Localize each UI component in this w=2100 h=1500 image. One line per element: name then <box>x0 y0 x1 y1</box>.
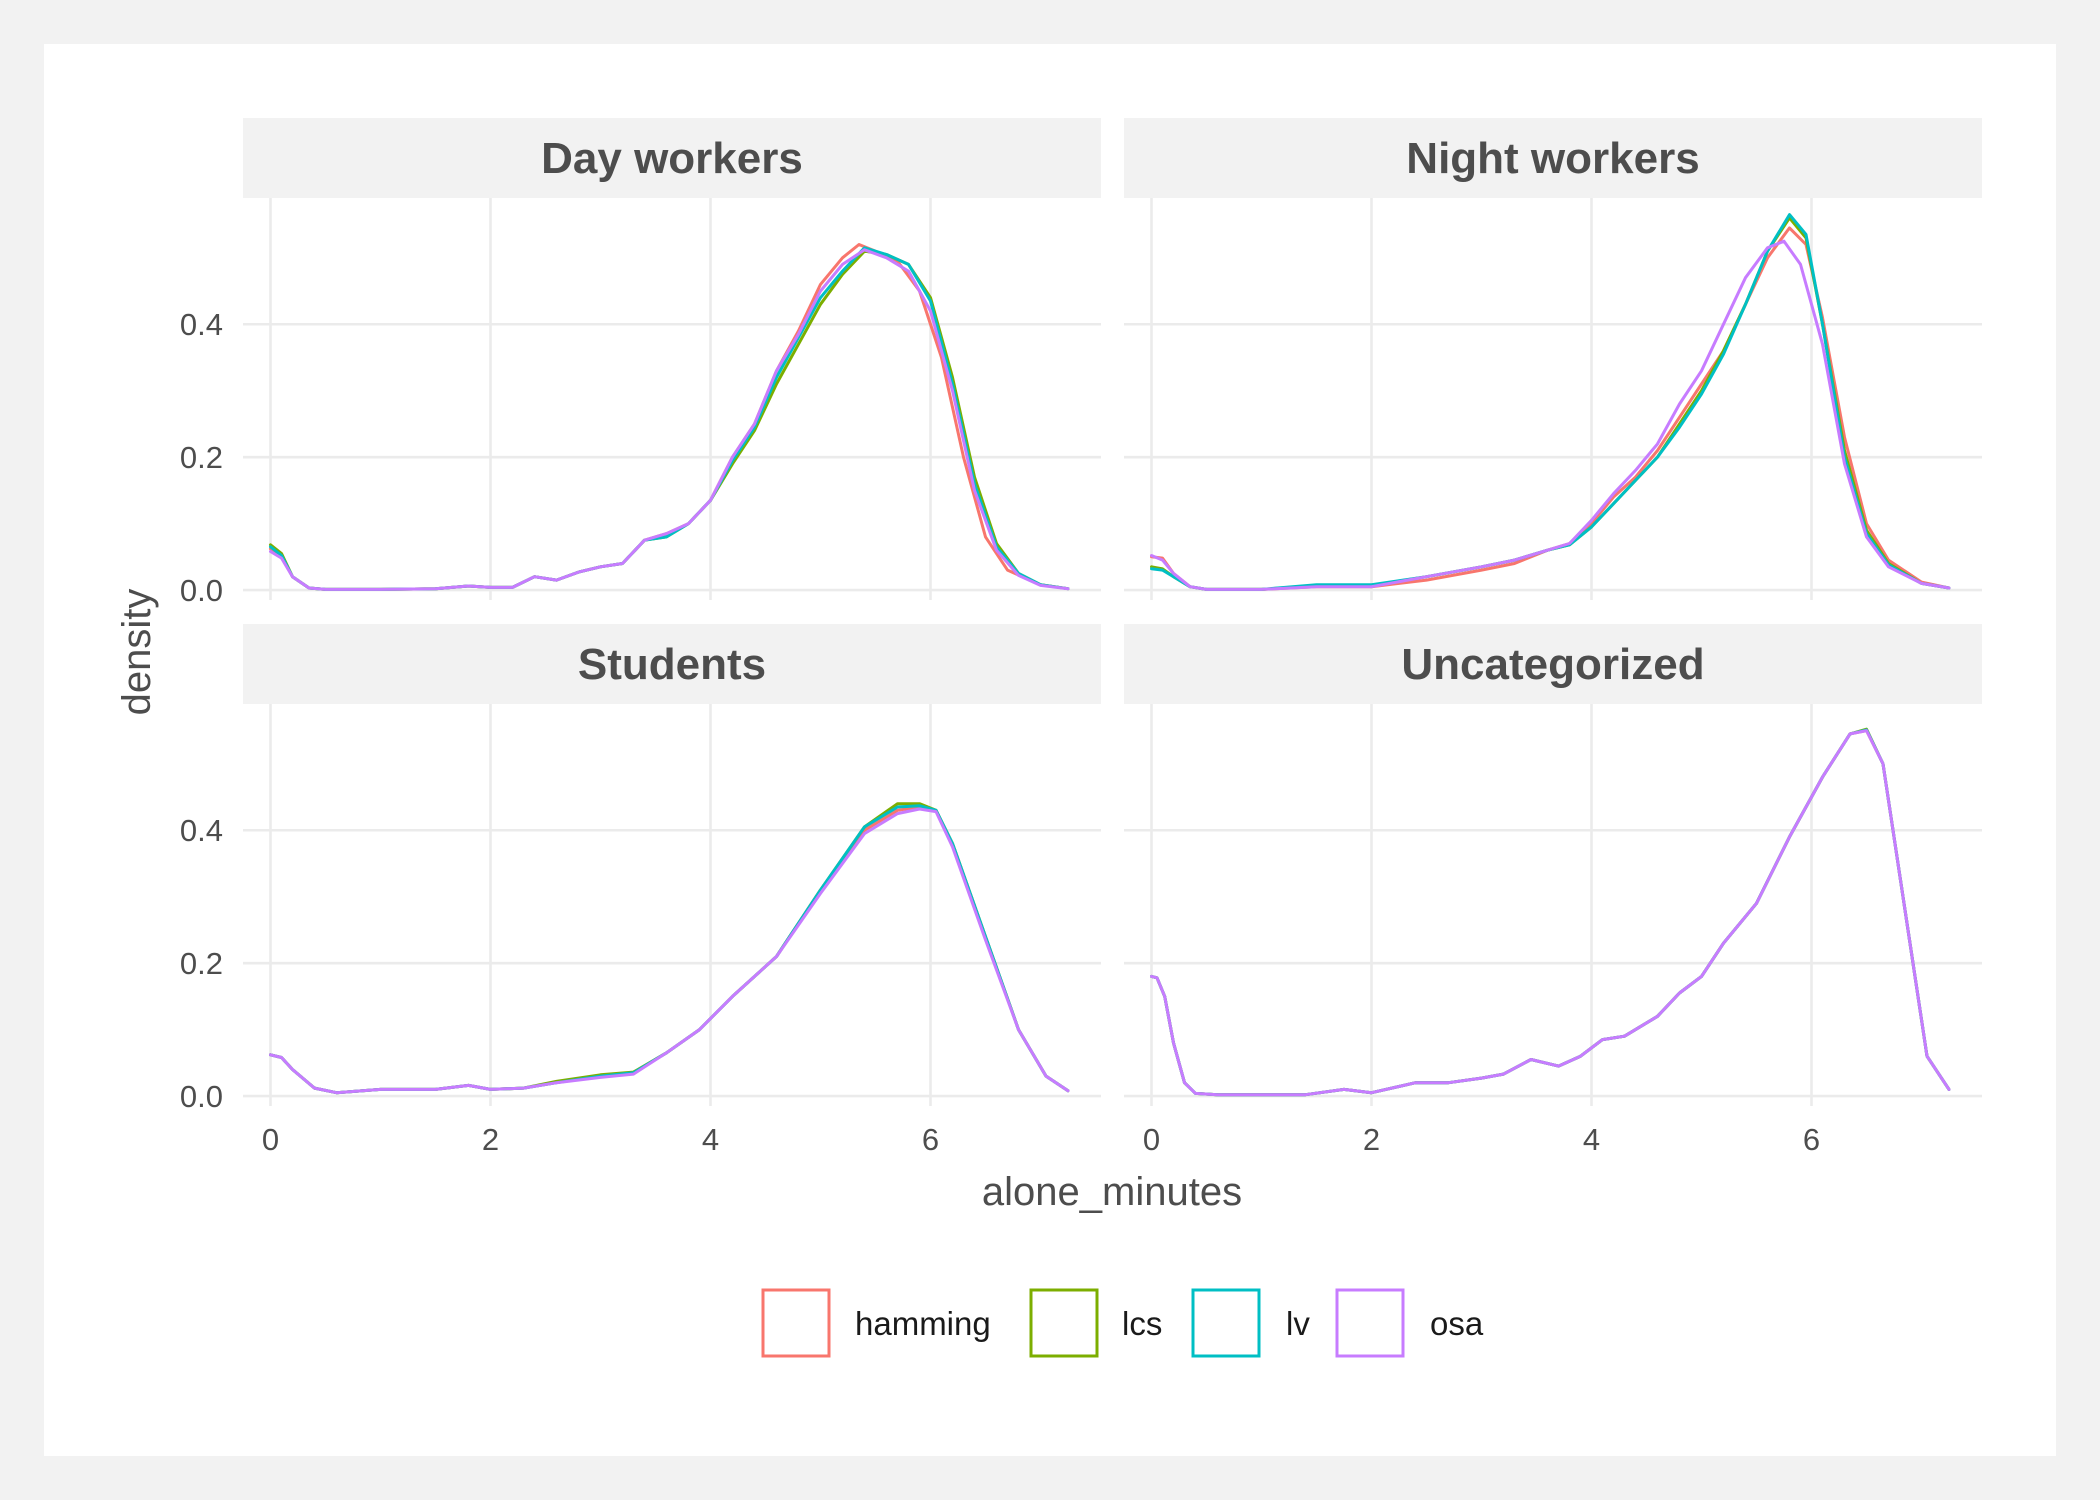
legend-label-lcs: lcs <box>1122 1305 1162 1342</box>
facet-strip <box>243 118 1101 198</box>
y-tick-label: 0.0 <box>180 573 223 608</box>
facet-panel-1: Night workers <box>1124 118 1982 600</box>
x-tick-label: 0 <box>262 1122 279 1157</box>
y-tick-label: 0.0 <box>180 1079 223 1114</box>
density-line-osa <box>269 248 1070 591</box>
x-tick-label: 6 <box>922 1122 939 1157</box>
density-line-lv <box>1150 213 1951 591</box>
x-tick-label: 0 <box>1143 1122 1160 1157</box>
density-line-lcs <box>1150 216 1951 591</box>
facet-title: Students <box>578 640 766 689</box>
y-axis-title: density <box>115 589 159 716</box>
legend-label-lv: lv <box>1286 1305 1310 1342</box>
legend-key-lcs <box>1029 1288 1099 1358</box>
density-line-lv <box>1150 728 1951 1097</box>
x-tick-label: 2 <box>1363 1122 1380 1157</box>
x-tick-label: 2 <box>482 1122 499 1157</box>
density-line-osa <box>1150 729 1951 1097</box>
facet-title: Day workers <box>541 134 803 183</box>
y-tick-label: 0.4 <box>180 813 223 848</box>
chart-card <box>44 44 2056 1456</box>
facet-title: Night workers <box>1406 134 1699 183</box>
legend-label-hamming: hamming <box>855 1305 991 1342</box>
density-line-lcs <box>269 249 1070 591</box>
legend-key-hamming <box>761 1288 831 1358</box>
legend: hamming lcs lv osa <box>761 1288 1484 1358</box>
facet-strip <box>1124 624 1982 704</box>
density-line-hamming <box>269 243 1070 591</box>
density-line-hamming <box>1150 226 1951 591</box>
x-axis-title: alone_minutes <box>982 1170 1242 1214</box>
facet-panel-3: Uncategorized 0 2 4 6 <box>1124 624 1982 1157</box>
x-tick-label: 4 <box>702 1122 719 1157</box>
facet-strip <box>243 624 1101 704</box>
y-tick-label: 0.4 <box>180 307 223 342</box>
density-line-osa <box>269 807 1070 1095</box>
legend-key-lv <box>1191 1288 1261 1358</box>
facet-panel-0: Day workers 0.0 0.2 0.4 <box>180 118 1101 608</box>
x-tick-label: 6 <box>1803 1122 1820 1157</box>
density-line-hamming <box>1150 729 1951 1097</box>
legend-key-osa <box>1335 1288 1405 1358</box>
density-line-lcs <box>1150 727 1951 1097</box>
facet-title: Uncategorized <box>1401 640 1704 689</box>
density-line-lv <box>269 246 1070 591</box>
y-tick-label: 0.2 <box>180 440 223 475</box>
density-line-osa <box>1150 239 1951 591</box>
y-tick-label: 0.2 <box>180 946 223 981</box>
facet-strip <box>1124 118 1982 198</box>
x-tick-label: 4 <box>1583 1122 1600 1157</box>
facet-panel-2: Students 0.0 0.2 0.4 0 2 4 6 <box>180 624 1101 1157</box>
legend-label-osa: osa <box>1430 1305 1484 1342</box>
